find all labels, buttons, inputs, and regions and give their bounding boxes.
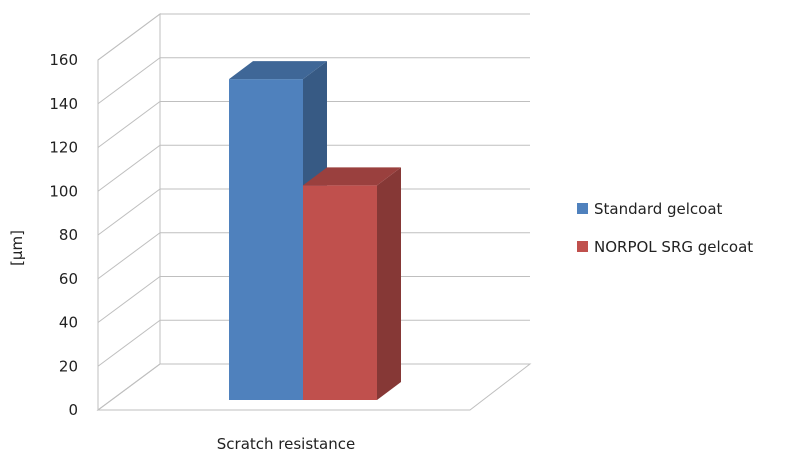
bar-norpol-srg-gelcoat	[303, 167, 401, 400]
y-tick-label: 100	[49, 182, 78, 200]
y-axis-ticks: 0 20 40 60 80 100 120 140 160	[49, 51, 78, 419]
gridline	[97, 363, 530, 411]
bar-top	[229, 61, 327, 80]
legend-swatch-standard-gelcoat	[577, 203, 588, 214]
bar-side	[377, 167, 401, 400]
y-tick-label: 140	[49, 95, 78, 113]
bar-front	[229, 79, 303, 400]
gridline	[97, 13, 530, 61]
y-axis-title: [µm]	[8, 230, 26, 266]
gridline	[97, 319, 530, 367]
y-tick-label: 120	[49, 139, 78, 157]
legend-swatch-norpol-srg-gelcoat	[577, 241, 588, 252]
y-tick-label: 160	[49, 51, 78, 69]
legend: Standard gelcoat NORPOL SRG gelcoat	[577, 200, 753, 256]
gridline	[97, 276, 530, 323]
y-tick-label: 40	[59, 314, 78, 332]
gridline	[97, 101, 530, 148]
y-tick-label: 20	[59, 357, 78, 375]
gridline	[97, 188, 530, 236]
gridline	[97, 57, 530, 105]
y-tick-label: 80	[59, 226, 78, 244]
bar-top	[303, 167, 401, 186]
gridline	[97, 144, 530, 192]
bars	[229, 61, 401, 400]
bar-front	[303, 185, 377, 400]
legend-label-standard-gelcoat: Standard gelcoat	[594, 200, 723, 218]
legend-label-norpol-srg-gelcoat: NORPOL SRG gelcoat	[594, 238, 753, 256]
bar-standard-gelcoat	[229, 61, 327, 400]
y-tick-label: 0	[68, 401, 78, 419]
y-tick-label: 60	[59, 270, 78, 288]
gridlines	[97, 13, 530, 411]
gridline	[97, 232, 530, 280]
x-axis-category-label: Scratch resistance	[217, 435, 355, 453]
